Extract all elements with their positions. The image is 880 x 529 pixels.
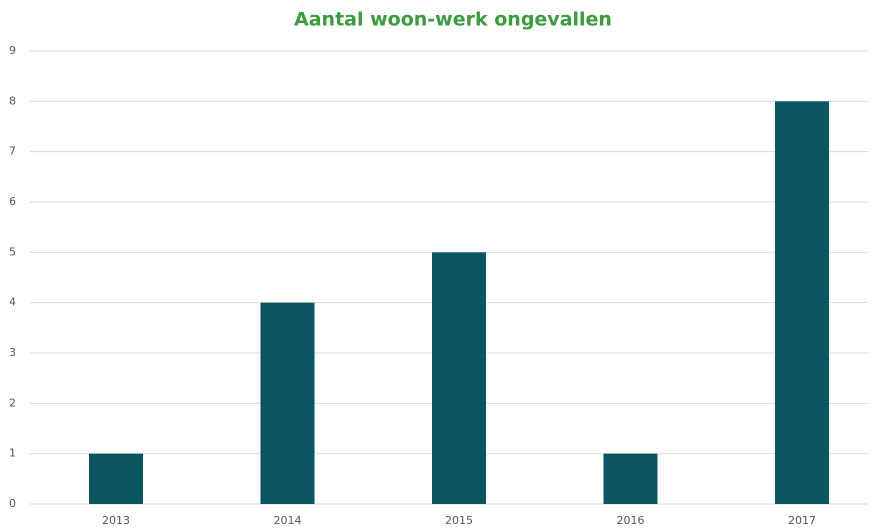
chart-title: Aantal woon-werk ongevallen (294, 9, 612, 31)
x-tick-label: 2015 (445, 514, 473, 527)
bar (603, 453, 658, 504)
y-tick-label: 3 (9, 346, 16, 359)
y-tick-label: 0 (9, 497, 16, 510)
y-tick-label: 1 (9, 447, 16, 460)
x-tick-label: 2016 (617, 514, 645, 527)
x-tick-label: 2013 (102, 514, 130, 527)
bar (432, 252, 486, 504)
x-tick-label: 2014 (274, 514, 302, 527)
bar (260, 302, 315, 504)
y-tick-label: 7 (9, 145, 16, 158)
y-tick-label: 6 (9, 195, 16, 208)
y-tick-label: 8 (9, 94, 16, 107)
y-tick-label: 2 (9, 396, 16, 409)
y-tick-label: 9 (9, 44, 16, 57)
y-tick-label: 5 (9, 245, 16, 258)
x-tick-label: 2017 (788, 514, 816, 527)
bar (89, 453, 143, 504)
y-tick-label: 4 (9, 296, 16, 309)
bar (775, 101, 829, 504)
